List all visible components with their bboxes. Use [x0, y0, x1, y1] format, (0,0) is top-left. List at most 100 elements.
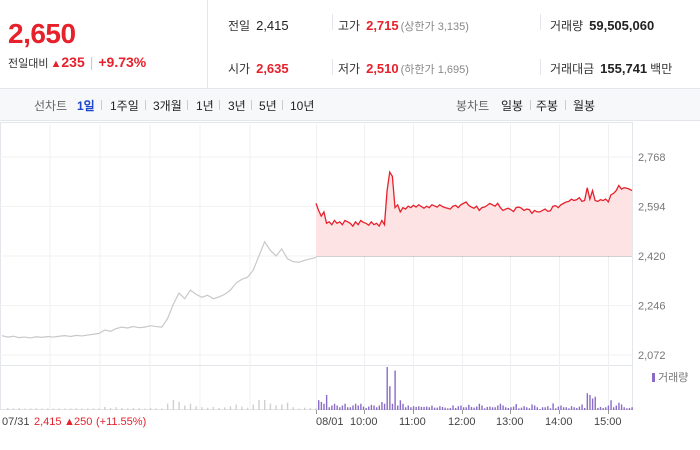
volume-bar [166, 403, 169, 410]
divider [251, 100, 252, 110]
volume-bar [468, 404, 470, 410]
trade-value-unit: 백만 [650, 62, 673, 76]
tab-3-months[interactable]: 3개월 [153, 99, 182, 113]
volume-bar [462, 407, 465, 410]
volume-bar [470, 406, 473, 410]
tab-weekly-candle[interactable]: 주봉 [536, 99, 559, 113]
volume-bar [109, 408, 112, 410]
volume-bar [87, 408, 89, 410]
volume-bar [497, 405, 499, 410]
tab-daily-candle[interactable]: 일봉 [501, 99, 524, 113]
volume-bar [184, 405, 186, 410]
y-tick-label: 2,246 [638, 301, 666, 313]
volume-bar [178, 401, 180, 410]
volume-bar [47, 408, 49, 410]
volume-bar [491, 407, 494, 410]
volume-bar [523, 406, 525, 410]
volume-bar [58, 408, 60, 410]
tab-5-years[interactable]: 5년 [259, 99, 277, 113]
volume-bar [526, 407, 528, 410]
volume-bar [52, 408, 55, 410]
trade-value-label: 거래대금 [550, 62, 595, 76]
y-tick-label: 2,072 [638, 350, 666, 362]
volume-bar [331, 405, 333, 410]
volume-bar [144, 408, 146, 410]
volume-bar [303, 407, 306, 410]
volume-bar [218, 407, 220, 410]
volume-bar [336, 405, 338, 410]
volume-bar [560, 405, 562, 410]
volume-bar [104, 406, 106, 410]
tab-1-day[interactable]: 1일 [77, 99, 95, 113]
volume-legend-label: 거래량 [658, 371, 688, 384]
volume-bar [476, 406, 478, 410]
volume-bar [568, 408, 570, 410]
divider: | [89, 54, 94, 70]
divider [565, 100, 566, 110]
volume-bar [155, 408, 157, 410]
volume: 거래량 59,505,060 [550, 17, 654, 34]
volume-bar [465, 407, 467, 410]
volume-bar [189, 403, 192, 410]
prev-day-summary: 07/31 2,415 ▲ 250 (+11.55%) [2, 416, 146, 428]
tab-monthly-candle[interactable]: 월봉 [573, 99, 596, 113]
upper-limit: (상한가 3,135) [400, 21, 469, 33]
volume-bar [505, 407, 507, 410]
volume-bar [615, 405, 617, 410]
tab-3-years[interactable]: 3년 [228, 99, 246, 113]
prev-close-value: 2,415 [256, 18, 289, 33]
volume-bar [539, 409, 541, 410]
volume-bar [206, 407, 209, 410]
volume-bar [195, 406, 197, 410]
volume-bar [570, 406, 573, 410]
prev-close: 전일 2,415 [228, 17, 289, 34]
volume-bar [412, 406, 415, 410]
price-chart[interactable]: 2,768 2,594 2,420 2,246 2,072 08/01 10:00 11:0… [0, 122, 700, 450]
tab-10-years[interactable]: 10년 [290, 99, 315, 113]
volume-bar [12, 408, 15, 410]
divider [530, 100, 531, 110]
volume-bar [426, 406, 428, 410]
volume-bar [373, 405, 375, 410]
open-value: 2,635 [256, 61, 289, 76]
volume-value: 59,505,060 [589, 18, 655, 33]
price-lines [1, 170, 633, 339]
volume-bar [489, 406, 491, 410]
volume-bar [481, 405, 483, 410]
tab-1-year[interactable]: 1년 [196, 99, 214, 113]
volume-bar [576, 407, 578, 410]
volume-bar [172, 400, 175, 410]
volume-bar [599, 406, 602, 410]
tab-1-week[interactable]: 1주일 [110, 99, 139, 113]
x-tick-label: 08/01 [316, 416, 344, 428]
volume-bar [483, 408, 486, 410]
volume-bar [98, 408, 100, 410]
divider [540, 14, 541, 30]
volume-bar [309, 408, 312, 410]
trade-value: 거래대금 155,741 백만 [550, 60, 678, 77]
volume-bar [339, 407, 341, 410]
low-price: 저가 2,510 (하한가 1,695) [338, 60, 469, 77]
volume-bar [536, 407, 538, 410]
volume-bar [235, 404, 237, 410]
volume-bar [607, 405, 610, 410]
volume-bar [92, 408, 95, 410]
volume-bar [423, 406, 425, 410]
volume-bar [258, 400, 260, 410]
change-label: 전일대비 [8, 58, 49, 70]
volume-bar [562, 407, 565, 410]
volume-bar [138, 408, 140, 410]
volume-bar [212, 406, 215, 410]
volume-bar [375, 407, 378, 410]
volume-bar [591, 398, 594, 410]
y-axis: 2,768 2,594 2,420 2,246 2,072 [638, 152, 666, 362]
volume-bar [454, 407, 457, 410]
volume-bar [333, 403, 336, 410]
high-value: 2,715 [366, 18, 399, 33]
today-price-area [316, 172, 632, 256]
change-row: 전일대비 ▲235 | +9.73% [8, 54, 146, 71]
volume-bar [565, 407, 567, 410]
today-price-line [315, 170, 633, 228]
volume-bar [229, 406, 232, 410]
low-value: 2,510 [366, 61, 399, 76]
